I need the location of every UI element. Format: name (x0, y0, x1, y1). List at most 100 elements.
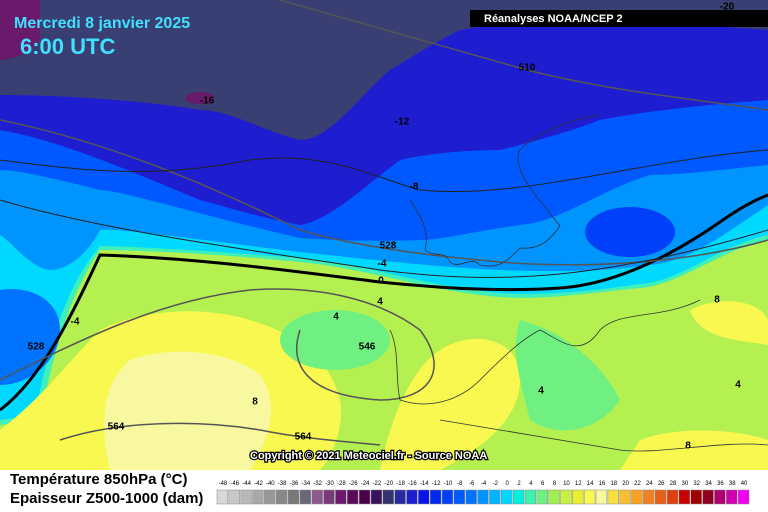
legend-swatch (477, 489, 489, 505)
legend-label: -24 (361, 481, 370, 487)
legend-label: 22 (634, 481, 641, 487)
legend-swatch (536, 489, 548, 505)
contour-label: -8 (410, 182, 419, 193)
contour-labels: 510 -16 -12 -8 528 -4 0 4 4 546 -4 528 8 564 564 8 4 4 8 (28, 63, 742, 452)
legend-label: -16 (408, 481, 417, 487)
legend-label: -30 (325, 481, 334, 487)
legend-label: -4 (481, 481, 487, 487)
legend-swatch (429, 489, 442, 505)
contour-label: 546 (359, 342, 376, 353)
legend-swatch (441, 489, 454, 505)
legend-swatch (394, 489, 406, 505)
thickness-528 (0, 119, 768, 266)
coast-africa (439, 419, 768, 452)
legend-scale: -48 -46 -44 -42 -40 -38 -36 -34 -32 -30 -28 -26 -24-… (216, 481, 750, 505)
legend-label: -48 (219, 481, 228, 487)
contour-label: -4 (378, 259, 387, 270)
legend-label: 20 (622, 481, 629, 487)
legend-label: 4 (529, 481, 533, 487)
legend-label: -32 (313, 481, 322, 487)
legend-swatch (264, 489, 276, 505)
corner-label: -20 (720, 2, 735, 13)
legend-label: 34 (705, 481, 712, 487)
legend-label: -44 (242, 481, 251, 487)
legend-label: 14 (587, 481, 594, 487)
legend-label: -22 (373, 481, 382, 487)
coast-north (409, 114, 601, 267)
legend-label: -8 (457, 481, 463, 487)
contour-label: -4 (71, 317, 80, 328)
coastlines (389, 114, 768, 452)
contour-label: -16 (200, 96, 215, 107)
legend-label: 36 (717, 481, 724, 487)
map-title: Mercredi 8 janvier 2025 (14, 15, 190, 32)
contour-label: 564 (108, 422, 125, 433)
legend-label: 26 (658, 481, 665, 487)
legend-swatch (252, 489, 264, 505)
contour-label: 0 (378, 276, 384, 287)
legend-label: -18 (396, 481, 405, 487)
legend-swatch (370, 489, 383, 505)
legend-label: -6 (469, 481, 475, 487)
contour-label: -12 (395, 117, 410, 128)
legend-label: 30 (682, 481, 689, 487)
band-yellow-se (620, 430, 768, 470)
legend-subtitle: Epaisseur Z500-1000 (dam) (10, 490, 203, 507)
contour-label: 4 (538, 386, 544, 397)
legend-swatch (666, 489, 679, 505)
legend-label: 40 (741, 481, 748, 487)
legend-swatch (619, 489, 631, 505)
legend-swatch (228, 489, 240, 505)
legend-label: 16 (599, 481, 606, 487)
legend-swatch (560, 489, 572, 505)
legend-swatch (631, 489, 643, 505)
coast-south (389, 299, 701, 405)
contour-label: 8 (252, 397, 258, 408)
contour-label: 528 (380, 241, 397, 252)
band-pale-yellow (104, 351, 271, 470)
legend-label: 2 (517, 481, 521, 487)
band-yellow-ne (690, 301, 768, 345)
contour-label: 4 (333, 312, 339, 323)
legend-swatch (323, 489, 335, 505)
legend-label: 0 (506, 481, 510, 487)
legend-label: -36 (290, 481, 299, 487)
thickness-564 (59, 422, 381, 446)
band-navy (0, 0, 768, 140)
legend-label: 32 (693, 481, 700, 487)
legend-swatch (406, 489, 418, 505)
legend-swatch (678, 489, 691, 505)
legend-swatch (240, 489, 252, 505)
legend-swatch (643, 489, 655, 505)
contour-label: 528 (28, 342, 45, 353)
legend-label: -40 (266, 481, 275, 487)
legend-label: 12 (575, 481, 582, 487)
source-badge: Réanalyses NOAA/NCEP 2 (484, 13, 623, 25)
copyright: Copyright © 2021 Meteociel.fr - Source N… (250, 450, 487, 462)
band-purple (0, 0, 40, 60)
legend-swatch (595, 489, 608, 505)
legend-swatch (335, 489, 347, 505)
legend-swatch (275, 489, 288, 505)
legend-swatch (501, 489, 513, 505)
legend-swatch (347, 489, 359, 505)
legend-label: 6 (541, 481, 545, 487)
contour-label: 8 (714, 295, 720, 306)
legend-swatch (358, 489, 371, 505)
contour-label: 510 (519, 63, 536, 74)
legend-label: 10 (563, 481, 570, 487)
legend-swatch (737, 489, 750, 505)
contour-label: 564 (295, 432, 312, 443)
thickness-510 (279, 0, 768, 111)
legend-swatch (453, 489, 465, 505)
legend-label: 28 (670, 481, 677, 487)
legend-label: -46 (230, 481, 239, 487)
legend-swatch (583, 489, 596, 505)
legend-label: 18 (610, 481, 617, 487)
legend-swatch (714, 489, 726, 505)
legend-swatch (572, 489, 584, 505)
legend-label: 8 (553, 481, 557, 487)
legend-label: -10 (444, 481, 453, 487)
